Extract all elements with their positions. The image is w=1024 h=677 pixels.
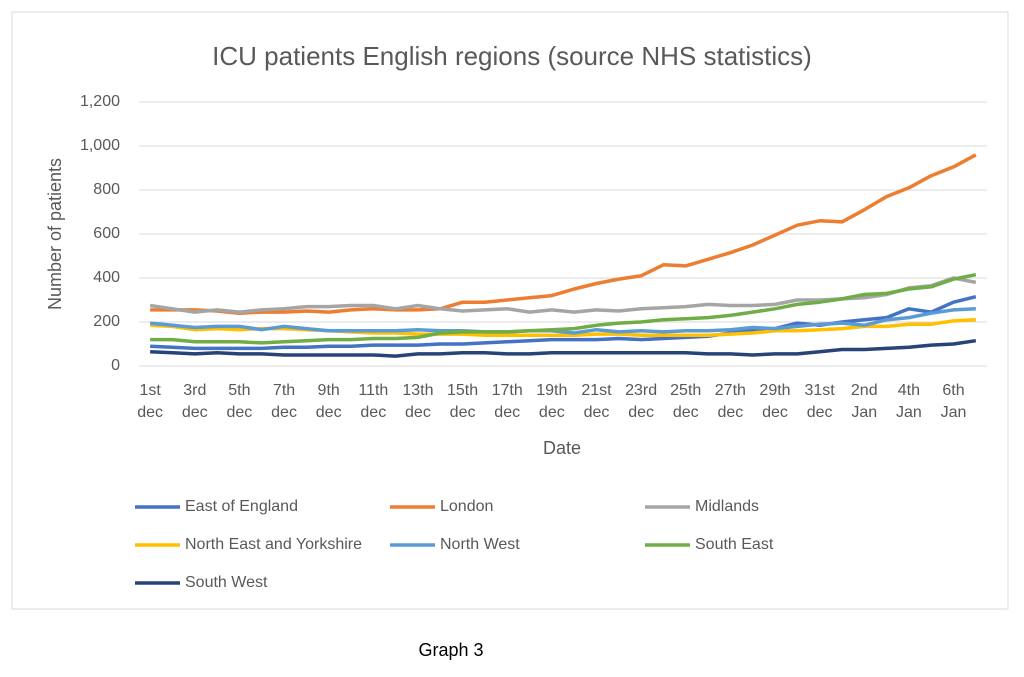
legend-label: North East and Yorkshire: [185, 536, 362, 553]
x-tick-label: 19th dec: [536, 382, 568, 421]
x-tick-label: 9th dec: [315, 382, 342, 421]
chart-title: ICU patients English regions (source NHS…: [212, 41, 812, 71]
series-line: [150, 153, 977, 315]
x-tick-label: 31st dec: [804, 382, 835, 421]
x-tick-label: 25th dec: [670, 382, 702, 421]
legend-label: South East: [695, 536, 774, 553]
caption: Graph 3: [418, 640, 483, 660]
y-tick-label: 800: [93, 181, 120, 198]
x-tick-label: 3rd dec: [181, 382, 208, 421]
y-tick-label: 200: [93, 313, 120, 330]
x-tick-label: 15th dec: [447, 382, 479, 421]
x-tick-label: 29th dec: [759, 382, 791, 421]
y-axis-title: Number of patients: [45, 158, 65, 310]
x-tick-label: 7th dec: [271, 382, 297, 421]
x-tick-label: 5th dec: [226, 382, 253, 421]
legend-label: North West: [440, 536, 520, 553]
legend-label: London: [440, 498, 493, 515]
x-tick-label: 27th dec: [714, 382, 746, 421]
series-line: [150, 272, 977, 345]
legend-label: Midlands: [695, 498, 759, 515]
y-tick-label: 0: [111, 357, 120, 374]
x-tick-label: 11th dec: [358, 382, 389, 421]
legend-label: East of England: [185, 498, 298, 515]
x-tick-label: 17th dec: [491, 382, 523, 421]
x-tick-label: 1st dec: [137, 382, 164, 421]
x-tick-label: 13th dec: [402, 382, 434, 421]
legend-label: South West: [185, 574, 268, 591]
x-tick-label: 2nd Jan: [850, 382, 878, 421]
x-tick-label: 23rd dec: [625, 382, 658, 421]
y-tick-label: 400: [93, 269, 120, 286]
series-line: [150, 338, 977, 358]
y-tick-label: 600: [93, 225, 120, 242]
x-tick-label: 4th Jan: [895, 382, 922, 421]
x-tick-label: 21st dec: [581, 382, 612, 421]
series-line: [150, 318, 976, 337]
series-line: [149, 307, 976, 335]
x-tick-label: 6th Jan: [940, 382, 967, 421]
y-tick-label: 1,000: [80, 137, 120, 154]
y-tick-label: 1,200: [80, 93, 120, 110]
x-axis-title: Date: [543, 438, 581, 458]
